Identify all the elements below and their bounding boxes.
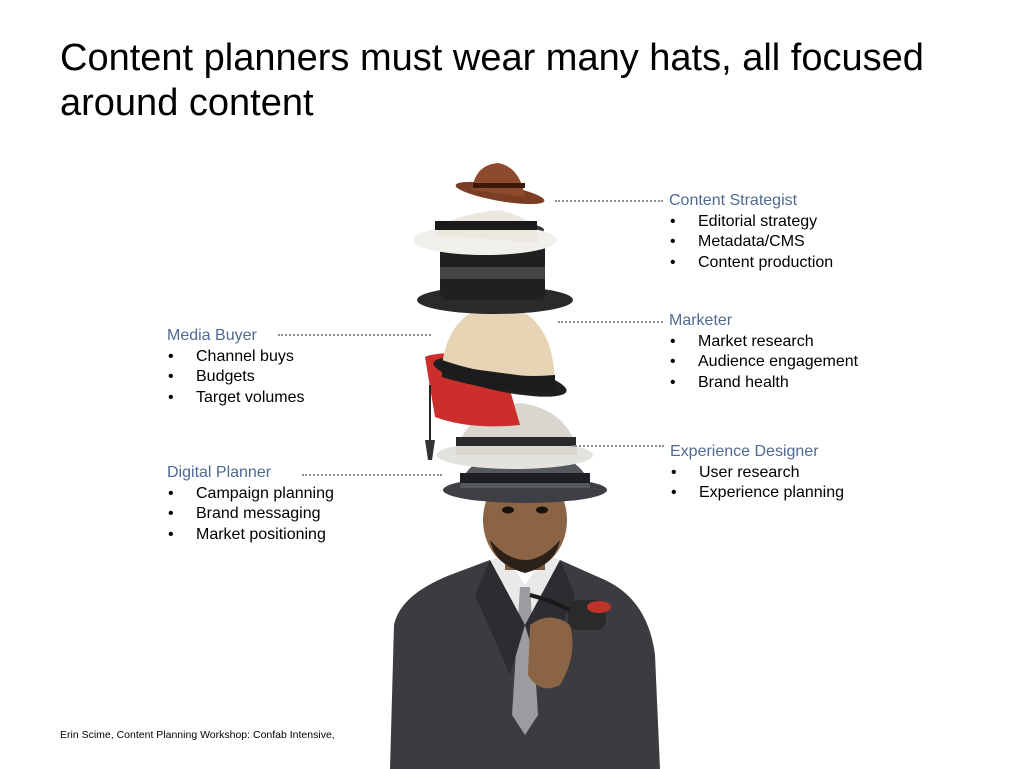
bullet: •	[168, 368, 174, 385]
leader-experience-designer	[572, 445, 664, 447]
leader-digital-planner	[302, 474, 442, 476]
leader-marketer	[558, 321, 663, 323]
role-item: • Campaign planning	[167, 484, 334, 505]
bullet: •	[670, 212, 676, 230]
role-name: Experience Designer	[670, 443, 819, 460]
role-items: • Channel buys • Budgets • Target volumes	[167, 347, 305, 409]
role-item: • Content production	[669, 253, 833, 274]
role-item: • Target volumes	[167, 388, 305, 409]
role-item: • Brand messaging	[167, 504, 334, 525]
pipe-hand	[528, 593, 611, 689]
role-item: • Audience engagement	[669, 352, 858, 373]
hats	[413, 163, 607, 503]
bullet: •	[670, 353, 676, 370]
role-item: • Experience planning	[670, 483, 844, 504]
bullet: •	[168, 388, 174, 406]
slide-title: Content planners must wear many hats, al…	[60, 37, 924, 124]
bullet: •	[670, 233, 676, 250]
role-item: • Budgets	[167, 367, 305, 388]
role-items: • Campaign planning • Brand messaging • Mar…	[167, 484, 334, 546]
bullet: •	[670, 332, 676, 350]
role-experience-designer: Experience Designer • User research • Expe…	[670, 442, 844, 504]
footer-citation: Erin Scime, Content Planning Workshop: C…	[60, 729, 335, 741]
role-name: Media Buyer	[167, 327, 257, 344]
role-marketer: Marketer • Market research • Audience enga…	[669, 311, 858, 393]
bullet: •	[670, 253, 676, 271]
bullet: •	[168, 505, 174, 522]
role-items: • Editorial strategy • Metadata/CMS • Conte…	[669, 212, 833, 274]
role-digital-planner: Digital Planner • Campaign planning • Bran…	[167, 463, 334, 545]
leader-media-buyer	[278, 334, 431, 336]
role-content-strategist: Content Strategist • Editorial strategy •…	[669, 191, 833, 273]
role-item: • Brand health	[669, 373, 858, 394]
bullet: •	[671, 484, 677, 501]
role-items: • Market research • Audience engagement • B…	[669, 332, 858, 394]
suit	[390, 555, 660, 769]
role-item: • Market research	[669, 332, 858, 353]
bullet: •	[168, 347, 174, 365]
leader-content-strategist	[555, 200, 663, 202]
role-item: • Editorial strategy	[669, 212, 833, 233]
bullet: •	[670, 373, 676, 391]
bullet: •	[168, 525, 174, 543]
role-item: • Market positioning	[167, 525, 334, 546]
role-name: Marketer	[669, 312, 733, 329]
bullet: •	[671, 463, 677, 481]
role-item: • Metadata/CMS	[669, 232, 833, 253]
role-item: • Channel buys	[167, 347, 305, 368]
role-name: Content Strategist	[669, 192, 798, 209]
bullet: •	[168, 484, 174, 502]
role-items: • User research • Experience planning	[670, 463, 844, 504]
role-item: • User research	[670, 463, 844, 484]
hat-stack-illustration	[390, 163, 660, 769]
role-name: Digital Planner	[167, 464, 272, 481]
role-media-buyer: Media Buyer • Channel buys • Budgets • Targ…	[167, 326, 305, 408]
